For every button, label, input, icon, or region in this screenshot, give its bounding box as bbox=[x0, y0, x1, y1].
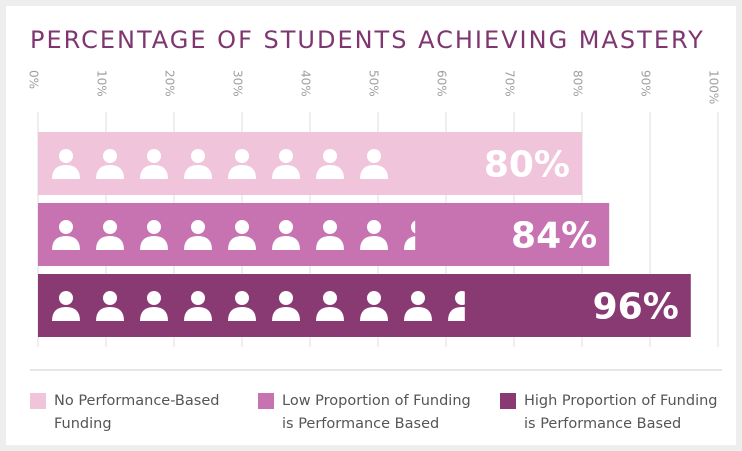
person-icon-body bbox=[140, 307, 168, 321]
person-icon-head bbox=[59, 291, 73, 305]
person-icon-body bbox=[96, 236, 124, 250]
person-icon-body bbox=[448, 307, 465, 321]
person-icon-head bbox=[411, 220, 416, 234]
person-icon-body bbox=[228, 165, 256, 179]
person-icon-head bbox=[367, 149, 381, 163]
x-tick-label: 50% bbox=[367, 70, 381, 97]
person-icon-head bbox=[235, 220, 249, 234]
person-icon-body bbox=[272, 165, 300, 179]
person-icon-body bbox=[316, 307, 344, 321]
icon-row bbox=[52, 291, 465, 321]
person-icon-head bbox=[323, 291, 337, 305]
person-icon-body bbox=[316, 165, 344, 179]
legend-item: Low Proportion of Funding is Performance… bbox=[258, 390, 482, 436]
data-label: 80% bbox=[484, 145, 570, 186]
x-tick-label: 30% bbox=[231, 70, 245, 97]
x-tick-label: 70% bbox=[503, 70, 517, 97]
x-tick-label: 10% bbox=[95, 70, 109, 97]
person-icon-body bbox=[140, 165, 168, 179]
person-icon-head bbox=[103, 291, 117, 305]
person-icon-head bbox=[455, 291, 465, 305]
person-icon-body bbox=[360, 307, 388, 321]
x-tick-label: 60% bbox=[435, 70, 449, 97]
person-icon-head bbox=[147, 149, 161, 163]
person-icon-body bbox=[52, 165, 80, 179]
bar bbox=[38, 203, 610, 266]
person-icon-body bbox=[184, 236, 212, 250]
person-icon-head bbox=[279, 220, 293, 234]
person-icon-head bbox=[191, 291, 205, 305]
legend-item: No Performance-Based Funding bbox=[30, 390, 254, 436]
person-icon-head bbox=[103, 149, 117, 163]
person-icon-head bbox=[59, 220, 73, 234]
person-icon-body bbox=[96, 165, 124, 179]
legend-swatch bbox=[30, 393, 46, 409]
person-icon-body bbox=[272, 236, 300, 250]
person-icon-body bbox=[184, 165, 212, 179]
data-label: 84% bbox=[511, 216, 597, 257]
legend-label: Low Proportion of Funding is Performance… bbox=[282, 393, 471, 432]
legend-swatch bbox=[500, 393, 516, 409]
person-icon-head bbox=[367, 291, 381, 305]
x-tick-label: 80% bbox=[571, 70, 585, 97]
x-tick-label: 90% bbox=[639, 70, 653, 97]
person-icon-body bbox=[52, 307, 80, 321]
bar bbox=[38, 274, 691, 337]
person-icon-head bbox=[147, 291, 161, 305]
person-icon-body bbox=[96, 307, 124, 321]
icon-row bbox=[52, 149, 388, 179]
x-tick-label: 20% bbox=[163, 70, 177, 97]
legend-swatch bbox=[258, 393, 274, 409]
person-icon-body bbox=[360, 236, 388, 250]
person-icon-head bbox=[279, 291, 293, 305]
person-icon-head bbox=[103, 220, 117, 234]
x-tick-label: 40% bbox=[299, 70, 313, 97]
person-icon-body bbox=[228, 307, 256, 321]
person-icon-head bbox=[411, 291, 425, 305]
x-tick-label: 0% bbox=[27, 70, 41, 89]
legend-label: High Proportion of Funding is Performanc… bbox=[524, 393, 718, 432]
person-icon-body bbox=[52, 236, 80, 250]
legend-item: High Proportion of Funding is Performanc… bbox=[500, 390, 724, 436]
x-tick-label: 100% bbox=[707, 70, 721, 104]
legend-label: No Performance-Based Funding bbox=[54, 393, 220, 432]
person-icon-body bbox=[404, 236, 416, 250]
person-icon-head bbox=[323, 149, 337, 163]
person-icon-head bbox=[235, 291, 249, 305]
bar bbox=[38, 132, 582, 195]
person-icon-body bbox=[360, 165, 388, 179]
person-icon-head bbox=[279, 149, 293, 163]
person-icon-body bbox=[404, 307, 432, 321]
person-icon-head bbox=[191, 220, 205, 234]
icon-row bbox=[52, 220, 416, 250]
person-icon-head bbox=[235, 149, 249, 163]
person-icon-body bbox=[316, 236, 344, 250]
chart-title: PERCENTAGE OF STUDENTS ACHIEVING MASTERY bbox=[30, 26, 705, 54]
person-icon-head bbox=[59, 149, 73, 163]
person-icon-body bbox=[272, 307, 300, 321]
person-icon-body bbox=[228, 236, 256, 250]
person-icon-head bbox=[323, 220, 337, 234]
person-icon-body bbox=[184, 307, 212, 321]
person-icon-body bbox=[140, 236, 168, 250]
person-icon-head bbox=[191, 149, 205, 163]
data-label: 96% bbox=[593, 287, 679, 328]
person-icon-head bbox=[367, 220, 381, 234]
person-icon-head bbox=[147, 220, 161, 234]
legend: No Performance-Based Funding Low Proporti… bbox=[0, 390, 742, 440]
